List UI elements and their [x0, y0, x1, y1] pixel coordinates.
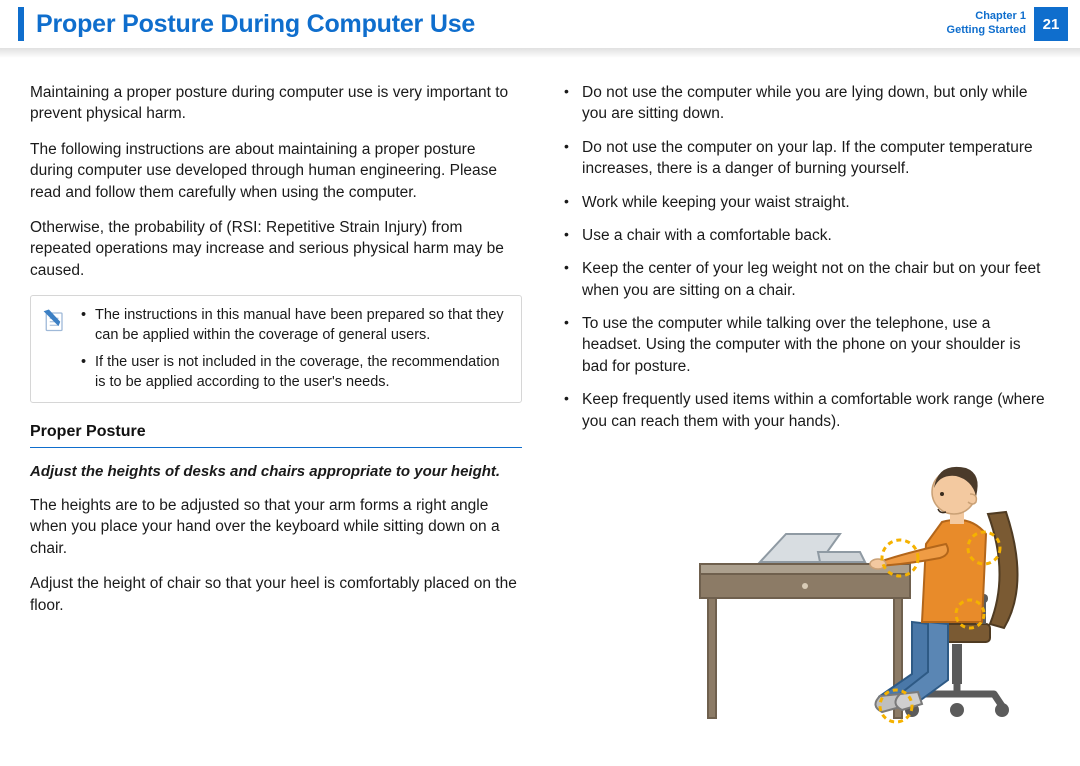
intro-paragraph-1: Maintaining a proper posture during comp… [30, 82, 522, 125]
page-number-badge: 21 [1034, 7, 1068, 41]
section-paragraph-2: Adjust the height of chair so that your … [30, 573, 522, 616]
list-item: Keep frequently used items within a comf… [558, 389, 1050, 432]
page-body: Maintaining a proper posture during comp… [0, 58, 1080, 740]
posture-bullet-list: Do not use the computer while you are ly… [558, 82, 1050, 432]
chapter-line-1: Chapter 1 [947, 10, 1026, 24]
posture-illustration [558, 444, 1050, 740]
note-icon [41, 306, 69, 334]
list-item: Do not use the computer on your lap. If … [558, 137, 1050, 180]
chapter-line-2: Getting Started [947, 24, 1026, 38]
list-item: Work while keeping your waist straight. [558, 192, 1050, 213]
header-shadow [0, 48, 1080, 58]
chapter-info: Chapter 1 Getting Started [947, 10, 1026, 38]
page-title: Proper Posture During Computer Use [36, 10, 475, 39]
note-list: The instructions in this manual have bee… [81, 306, 509, 392]
note-item: The instructions in this manual have bee… [81, 306, 509, 345]
section-paragraph-1: The heights are to be adjusted so that y… [30, 495, 522, 559]
header-right: Chapter 1 Getting Started 21 [947, 7, 1080, 41]
note-box: The instructions in this manual have bee… [30, 295, 522, 403]
list-item: Keep the center of your leg weight not o… [558, 258, 1050, 301]
section-sub-heading: Adjust the heights of desks and chairs a… [30, 462, 522, 483]
left-column: Maintaining a proper posture during comp… [30, 82, 522, 740]
section-heading: Proper Posture [30, 421, 522, 448]
intro-paragraph-2: The following instructions are about mai… [30, 139, 522, 203]
note-item: If the user is not included in the cover… [81, 353, 509, 392]
intro-paragraph-3: Otherwise, the probability of (RSI: Repe… [30, 217, 522, 281]
page-header: Proper Posture During Computer Use Chapt… [0, 0, 1080, 48]
right-column: Do not use the computer while you are ly… [558, 82, 1050, 740]
header-accent-bar [18, 7, 24, 41]
list-item: To use the computer while talking over t… [558, 313, 1050, 377]
list-item: Do not use the computer while you are ly… [558, 82, 1050, 125]
list-item: Use a chair with a comfortable back. [558, 225, 1050, 246]
